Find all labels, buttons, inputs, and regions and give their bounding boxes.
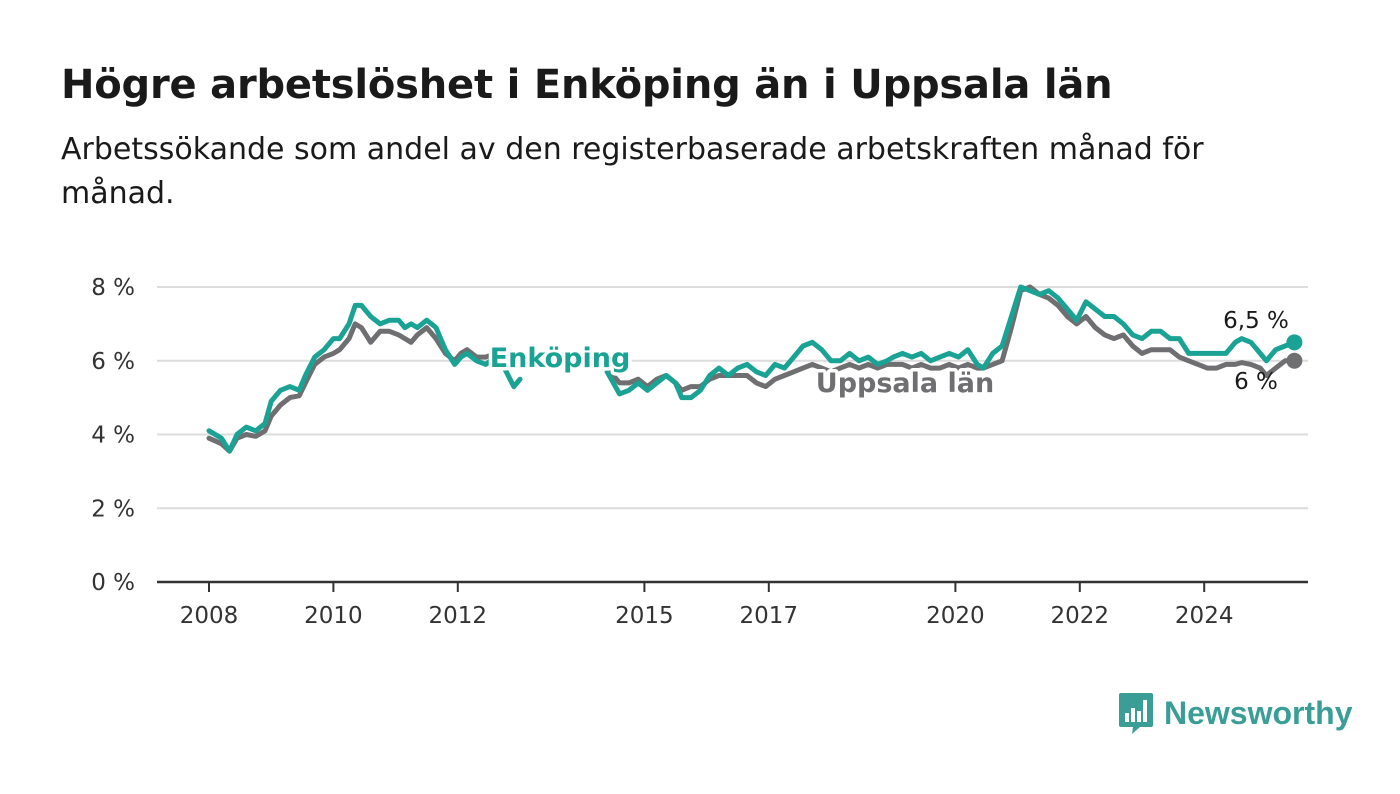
y-tick-label: 4 % — [91, 423, 135, 449]
x-tick-label: 2012 — [429, 603, 488, 629]
end-point-uppsala — [1286, 352, 1303, 369]
grid-lines — [157, 286, 1308, 510]
y-tick-label: 6 % — [91, 349, 135, 375]
x-tick-label: 2015 — [615, 603, 674, 629]
y-tick-label: 8 % — [91, 275, 135, 301]
end-value-label-uppsala: 6 % — [1234, 369, 1278, 395]
y-tick-label: 2 % — [91, 496, 135, 522]
series-label-enkoping: Enköping — [490, 343, 631, 374]
series-lines — [206, 284, 1303, 454]
y-axis-ticks: 0 % 2 % 4 % 6 % 8 % — [91, 275, 135, 596]
end-value-label-enkoping: 6,5 % — [1223, 308, 1289, 334]
series-line-enkoping — [206, 284, 1297, 454]
brand-name: Newsworthy — [1164, 694, 1353, 731]
chart-subtitle: Arbetssökande som andel av den registerb… — [61, 132, 1204, 211]
series-label-uppsala: Uppsala län — [816, 368, 994, 399]
x-tick-label: 2024 — [1175, 603, 1234, 629]
bar-chart-bubble-icon — [1119, 693, 1153, 734]
x-tick-label: 2017 — [740, 603, 799, 629]
x-axis-ticks: 2008 2010 2012 2015 2017 2020 2022 2024 — [157, 580, 1308, 629]
x-tick-label: 2022 — [1051, 603, 1110, 629]
series-line-uppsala — [206, 284, 1297, 454]
end-point-enkoping — [1286, 334, 1303, 351]
chart-title: Högre arbetslöshet i Enköping än i Uppsa… — [61, 62, 1113, 108]
x-tick-label: 2010 — [304, 603, 363, 629]
x-tick-label: 2008 — [180, 603, 239, 629]
x-tick-label: 2020 — [926, 603, 985, 629]
series-labels: Enköping Uppsala län 6,5 % 6 % — [486, 308, 1289, 403]
y-tick-label: 0 % — [91, 570, 135, 596]
newsworthy-logo: Newsworthy — [1118, 690, 1352, 736]
